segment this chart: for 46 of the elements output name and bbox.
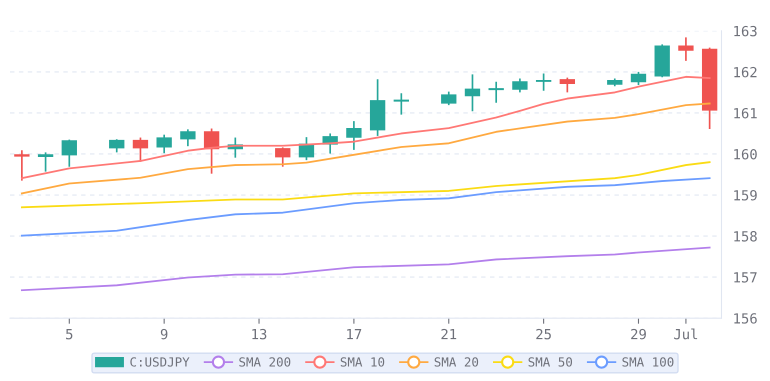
x-tick-label: 17: [347, 329, 362, 340]
candlestick: [560, 78, 576, 92]
legend-label: SMA 20: [434, 357, 478, 367]
candlestick: [346, 121, 362, 150]
candlestick: [678, 37, 694, 61]
candlestick: [156, 134, 172, 154]
candlestick: [394, 93, 409, 115]
line-series: [20, 177, 711, 237]
x-tick-label: 29: [631, 328, 646, 340]
candlestick: [132, 138, 148, 162]
line-series: [20, 161, 711, 208]
y-tick-label: 157: [734, 272, 757, 283]
y-tick-label: 160: [734, 148, 757, 160]
legend-label: SMA 10: [340, 357, 384, 367]
line-series: [20, 76, 711, 180]
candlestick: [204, 128, 220, 174]
candlestick: [14, 150, 30, 181]
y-tick-label: 162: [734, 66, 757, 78]
x-tick-label: 13: [252, 328, 266, 340]
legend-label: SMA 200: [239, 357, 290, 367]
legend-label: C:USDJPY: [130, 357, 190, 367]
x-tick-label: 5: [66, 329, 72, 340]
candlestick: [630, 72, 646, 86]
line-series: [20, 102, 711, 194]
x-tick-label: 21: [441, 328, 456, 340]
y-tick-label: 161: [734, 108, 757, 118]
x-tick-label: 25: [536, 328, 551, 340]
y-tick-label: 156: [734, 313, 757, 324]
y-tick-label: 158: [734, 231, 757, 242]
y-tick-label: 159: [734, 190, 757, 201]
legend-label: SMA 50: [528, 357, 572, 367]
candlestick: [109, 139, 124, 152]
candlestick: [512, 78, 528, 92]
candlestick: [275, 147, 290, 167]
candlestick: [488, 82, 504, 103]
candlestick: [441, 92, 456, 106]
candlestick: [38, 152, 54, 172]
x-tick-label: Jul: [674, 328, 698, 340]
candlestick: [180, 129, 196, 146]
candlestick: [464, 74, 480, 112]
y-tick-label: 163: [734, 26, 757, 36]
candlestick: [536, 74, 552, 91]
x-tick-label: 9: [160, 328, 168, 340]
legend-label: SMA 100: [622, 357, 674, 367]
line-series: [20, 246, 711, 292]
candlestick: [62, 140, 77, 167]
